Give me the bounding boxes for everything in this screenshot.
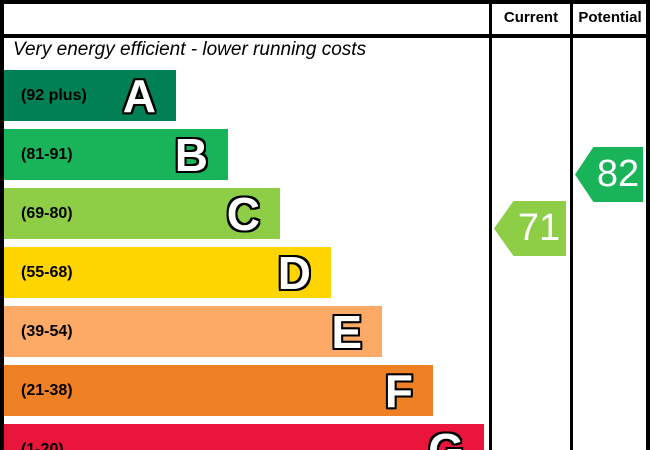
band-range-label: (39-54) [21, 322, 73, 340]
band-row-a: (92 plus) A [4, 70, 176, 121]
band-letter-b: B [174, 128, 208, 181]
potential-rating-arrow: 82 [575, 147, 643, 202]
current-column-divider [489, 0, 492, 450]
band-letter-f: F [384, 364, 413, 417]
band-row-c: (69-80) C [4, 188, 280, 239]
band-letter-e: E [331, 305, 362, 358]
potential-column-header: Potential [578, 9, 642, 26]
band-letter-a: A [122, 69, 156, 122]
band-range-label: (55-68) [21, 263, 73, 281]
header-divider-line [0, 34, 650, 38]
band-letter-c: C [226, 187, 260, 240]
efficiency-note-top: Very energy efficient - lower running co… [13, 39, 367, 60]
right-border [646, 0, 650, 450]
band-range-label: (69-80) [21, 204, 73, 222]
band-row-e: (39-54) E [4, 306, 382, 357]
band-range-label: (81-91) [21, 145, 73, 163]
band-row-g: (1-20) G [4, 424, 484, 450]
current-column-header: Current [503, 9, 559, 26]
band-row-d: (55-68) D [4, 247, 331, 298]
band-row-f: (21-38) F [4, 365, 433, 416]
band-range-label: (1-20) [21, 440, 64, 450]
band-range-label: (92 plus) [21, 86, 87, 104]
current-rating-arrow: 71 [494, 201, 566, 256]
left-border [0, 0, 4, 450]
band-row-b: (81-91) B [4, 129, 228, 180]
band-letter-g: G [428, 423, 464, 450]
potential-rating-value: 82 [596, 153, 640, 195]
band-letter-d: D [277, 246, 311, 299]
potential-column-divider [570, 0, 573, 450]
top-border [0, 0, 650, 4]
current-rating-value: 71 [517, 207, 561, 249]
band-range-label: (21-38) [21, 381, 73, 399]
